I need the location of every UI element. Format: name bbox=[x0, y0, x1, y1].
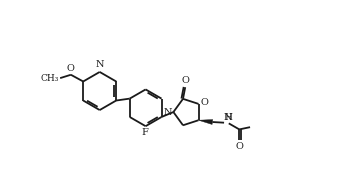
Text: N: N bbox=[163, 108, 171, 116]
Text: O: O bbox=[181, 76, 189, 85]
Polygon shape bbox=[198, 120, 213, 124]
Text: CH₃: CH₃ bbox=[41, 74, 59, 83]
Text: O: O bbox=[67, 64, 75, 73]
Text: N: N bbox=[224, 113, 232, 122]
Text: O: O bbox=[200, 98, 208, 107]
Text: F: F bbox=[141, 128, 148, 137]
Text: O: O bbox=[235, 142, 243, 151]
Text: N: N bbox=[96, 60, 105, 69]
Text: H: H bbox=[225, 112, 233, 122]
